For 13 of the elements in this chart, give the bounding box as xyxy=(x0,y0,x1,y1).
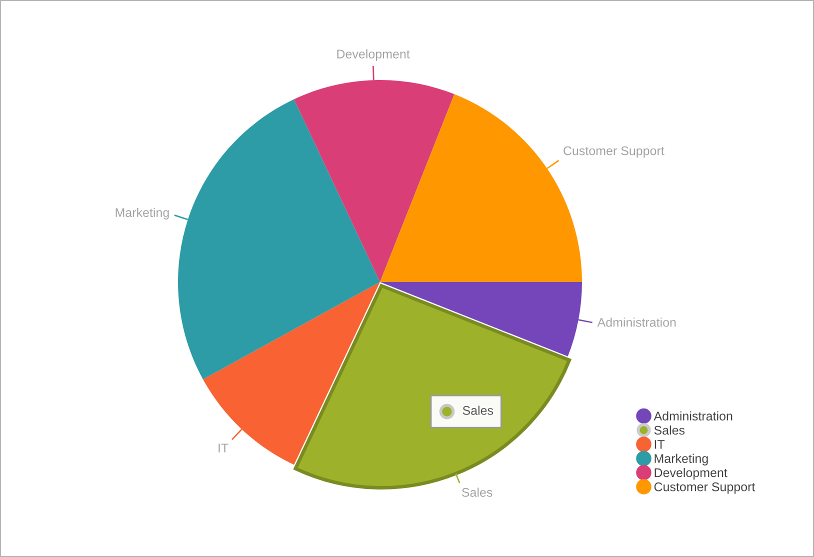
slice-label: Sales xyxy=(462,488,492,497)
legend-label: IT xyxy=(654,440,665,449)
slice-label: Administration xyxy=(597,318,676,327)
legend-label: Development xyxy=(654,468,728,480)
slice-label: Marketing xyxy=(116,208,169,220)
slice-label: Customer Support xyxy=(564,146,664,158)
legend-label: Marketing xyxy=(654,454,708,466)
legend-label: Sales xyxy=(654,425,685,435)
slice-label: Development xyxy=(337,49,410,61)
slice-label: IT xyxy=(218,444,228,452)
legend-label: Administration xyxy=(654,411,732,421)
text: Sales xyxy=(462,406,494,415)
legend-label: Customer Support xyxy=(654,482,756,494)
